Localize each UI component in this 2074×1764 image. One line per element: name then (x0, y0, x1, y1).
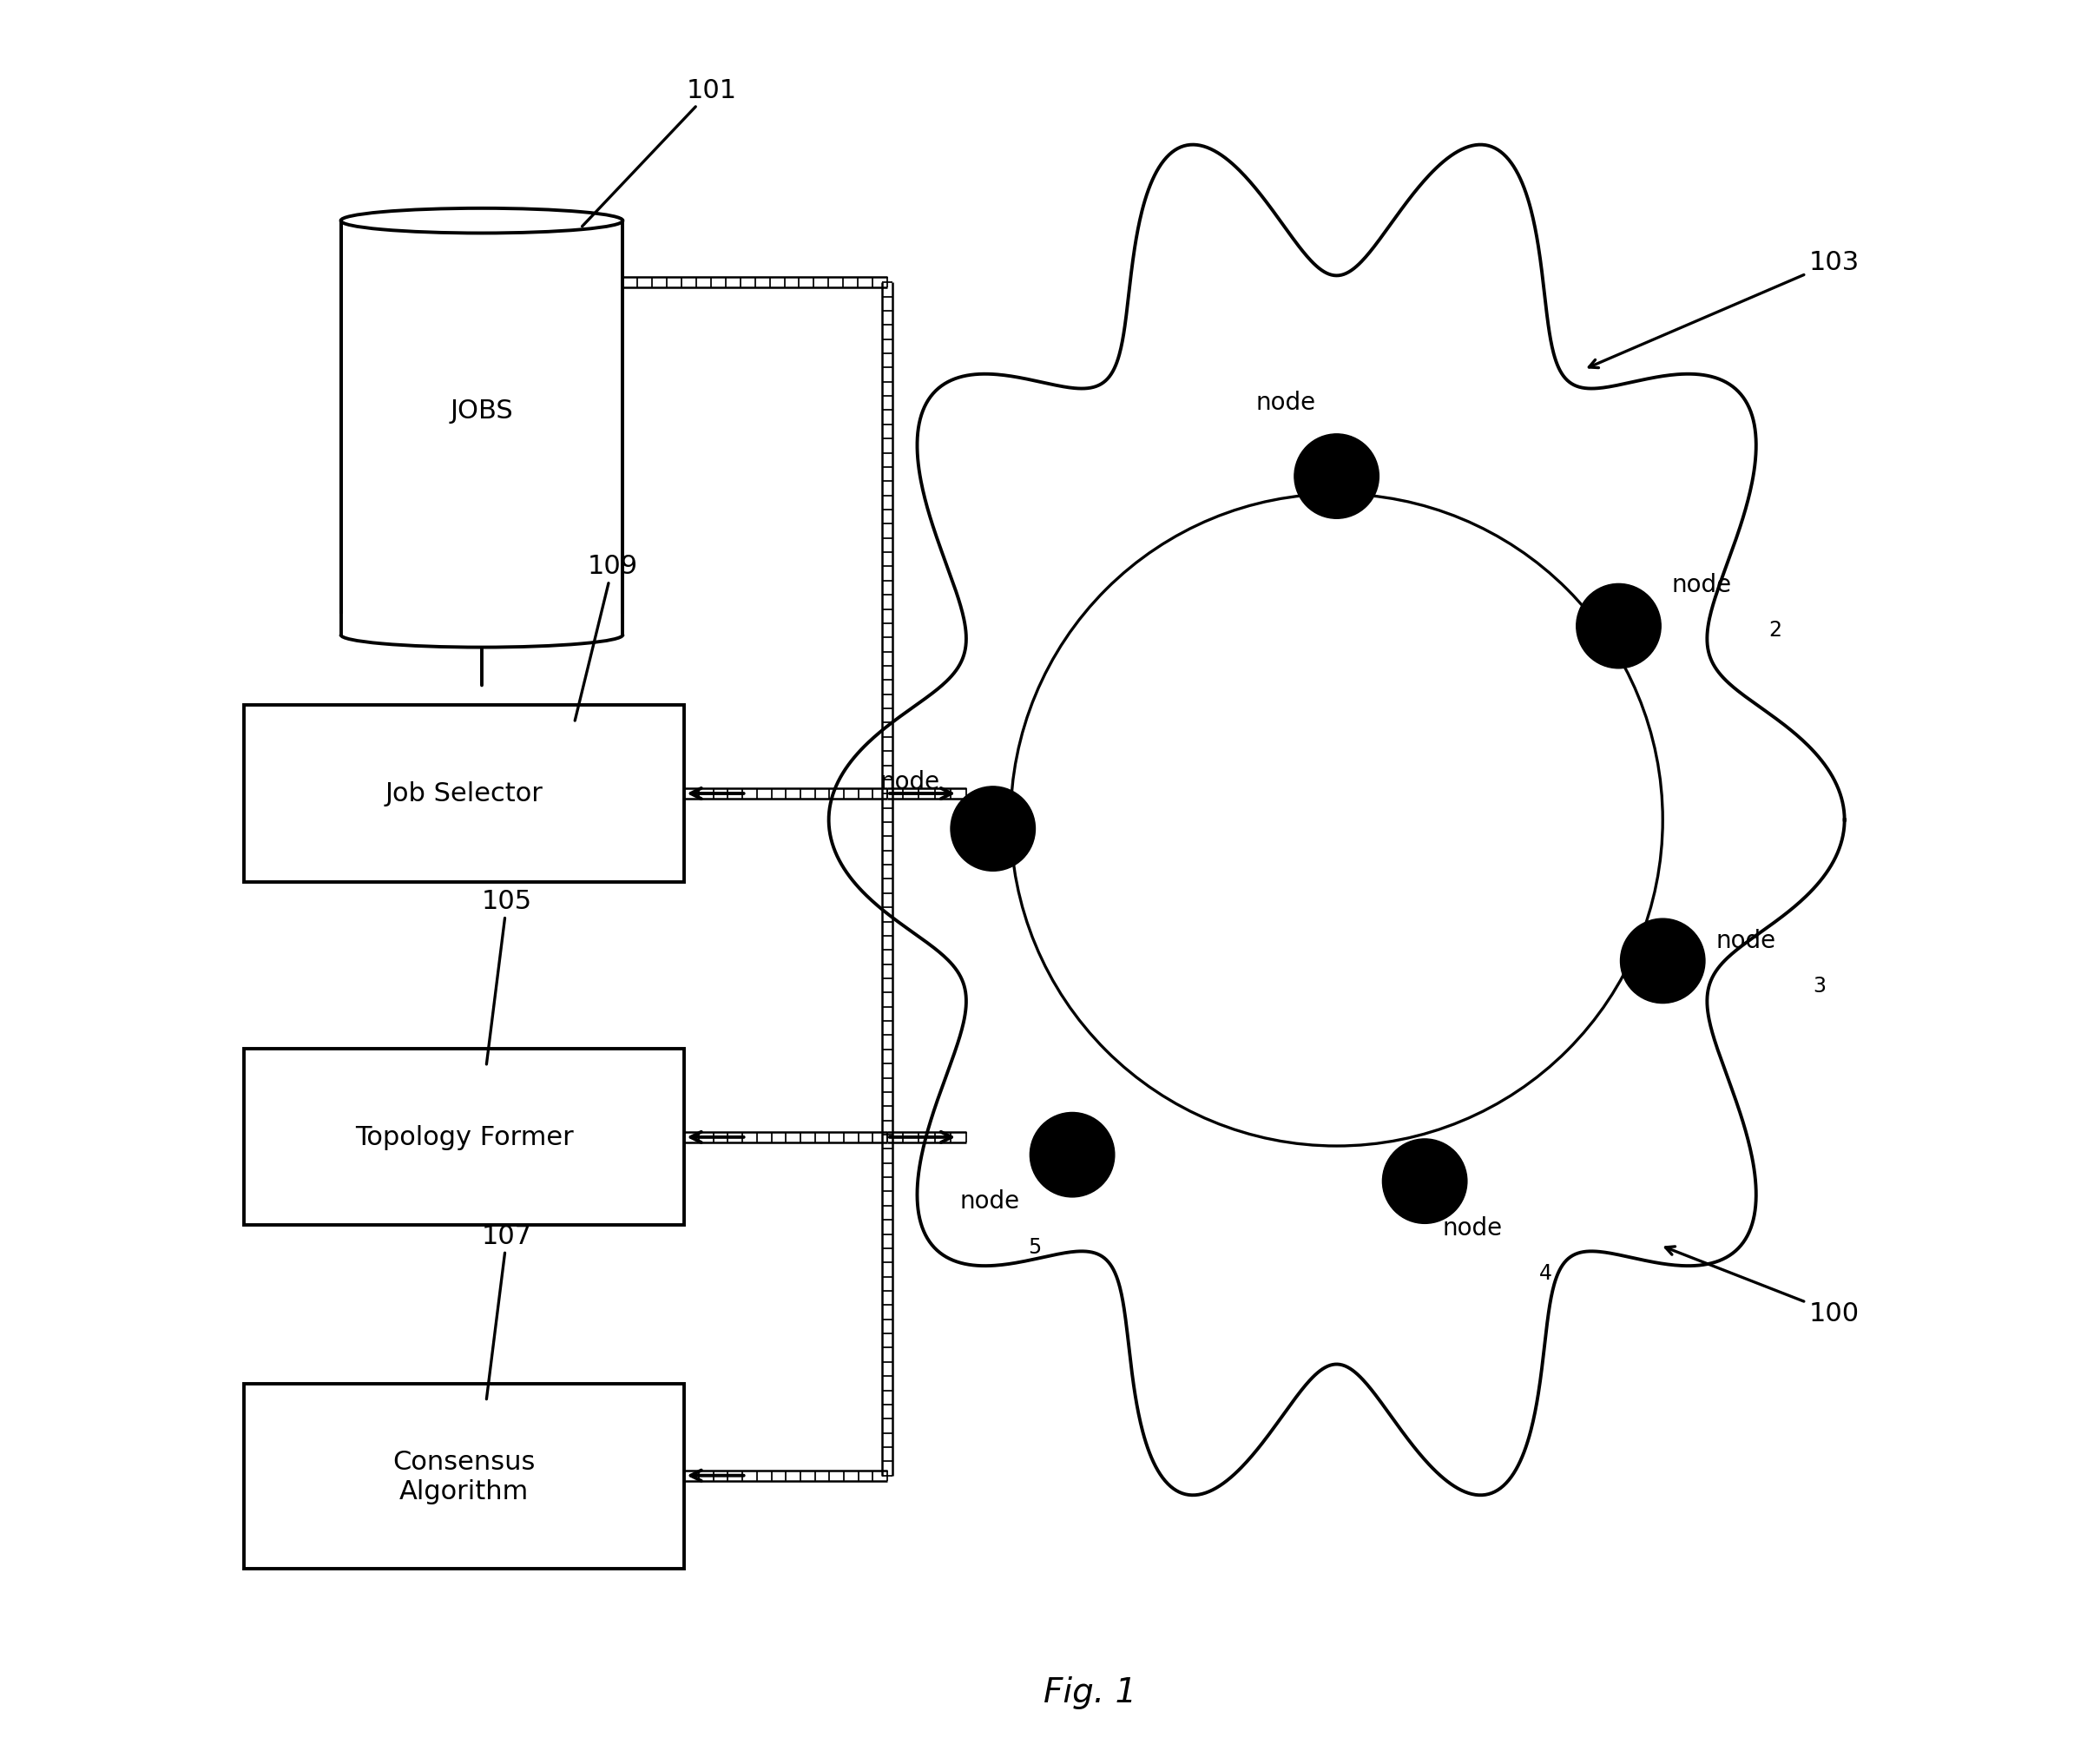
Text: 101: 101 (583, 78, 736, 228)
Text: 109: 109 (574, 554, 639, 721)
Text: Topology Former: Topology Former (355, 1125, 572, 1150)
Circle shape (1294, 434, 1379, 519)
Text: 4: 4 (1539, 1263, 1551, 1284)
Text: Fig. 1: Fig. 1 (1043, 1676, 1137, 1709)
Ellipse shape (340, 623, 622, 647)
Text: 100: 100 (1665, 1247, 1858, 1327)
Text: 1: 1 (1325, 437, 1338, 459)
Circle shape (1576, 584, 1661, 669)
Text: 5: 5 (1029, 1237, 1041, 1258)
Circle shape (1620, 919, 1705, 1004)
Ellipse shape (340, 208, 622, 235)
Text: node: node (1715, 928, 1775, 953)
Text: 105: 105 (481, 889, 533, 1065)
Text: node: node (879, 769, 940, 794)
Text: 3: 3 (1813, 975, 1825, 997)
Text: node: node (1441, 1215, 1502, 1240)
Text: JOBS: JOBS (450, 399, 514, 423)
Bar (245, 1385, 684, 1568)
Polygon shape (830, 145, 1844, 1496)
Bar (245, 706, 684, 882)
Text: 107: 107 (481, 1222, 533, 1399)
Text: 2: 2 (1769, 619, 1782, 640)
Text: node: node (1672, 572, 1732, 596)
Text: Consensus
Algorithm: Consensus Algorithm (392, 1450, 535, 1503)
Circle shape (1031, 1113, 1114, 1198)
Circle shape (950, 787, 1035, 871)
Circle shape (1383, 1140, 1466, 1224)
Bar (332, 614, 633, 635)
Text: 6: 6 (950, 817, 962, 838)
Text: Job Selector: Job Selector (386, 781, 543, 806)
Text: 103: 103 (1589, 250, 1858, 369)
Text: node: node (1255, 392, 1315, 415)
Text: node: node (960, 1189, 1020, 1214)
Bar (245, 1050, 684, 1226)
